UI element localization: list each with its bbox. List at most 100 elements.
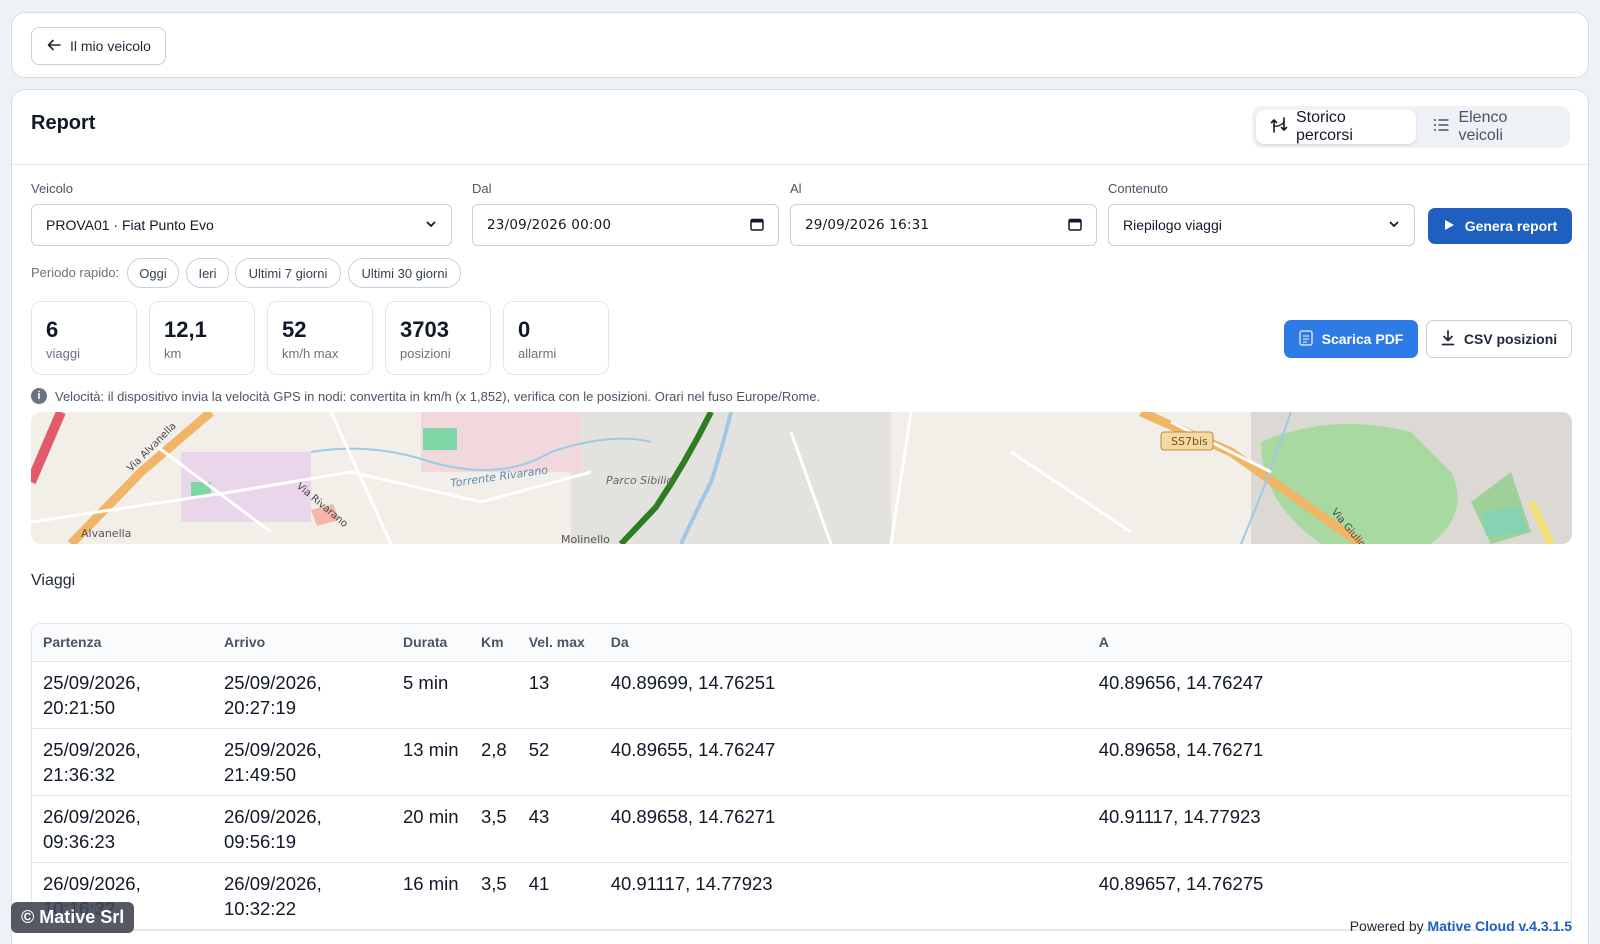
route-map[interactable]: SS7bis Torrente Rivarano Parco Sibilio A…: [31, 412, 1572, 544]
cell-arrivo: 26/09/2026, 10:32:22: [213, 862, 392, 930]
map-label: Parco Sibilio: [606, 474, 673, 487]
cell-km: 2,8: [470, 728, 518, 796]
download-pdf-label: Scarica PDF: [1321, 331, 1404, 347]
stat-value: 0: [518, 317, 531, 342]
stat-km: 12,1 km: [149, 301, 255, 375]
top-bar: Il mio veicolo: [11, 12, 1589, 78]
cell-a: 40.89658, 14.76271: [1087, 728, 1571, 796]
trips-table-body: 25/09/2026, 20:21:50 25/09/2026, 20:27:19…: [32, 661, 1571, 930]
from-date-input[interactable]: 23/09/2026 00:00: [472, 204, 779, 246]
play-icon: [1443, 218, 1455, 234]
table-row[interactable]: 25/09/2026, 20:21:50 25/09/2026, 20:27:19…: [32, 661, 1571, 729]
tab-elenco-veicoli[interactable]: Elenco veicoli: [1418, 109, 1566, 144]
copyright-badge: © Mative Srl: [11, 902, 135, 933]
generate-report-label: Genera report: [1464, 218, 1558, 234]
column-header[interactable]: Durata: [392, 624, 470, 662]
cell-vel: 43: [517, 795, 600, 863]
tab-storico-percorsi[interactable]: Storico percorsi: [1256, 109, 1417, 144]
quick-period-ieri[interactable]: Ieri: [186, 258, 229, 288]
to-date-input[interactable]: 29/09/2026 16:31: [790, 204, 1097, 246]
stat-label: km/h max: [282, 346, 339, 361]
content-label: Contenuto: [1108, 181, 1168, 196]
column-header[interactable]: Km: [470, 624, 518, 662]
cell-da: 40.89658, 14.76271: [599, 795, 1088, 863]
content-select[interactable]: Riepilogo viaggi: [1108, 204, 1415, 246]
stat-viaggi: 6 viaggi: [31, 301, 137, 375]
column-header[interactable]: A: [1087, 624, 1571, 662]
route-icon: [1270, 116, 1288, 139]
csv-positions-button[interactable]: CSV posizioni: [1426, 320, 1572, 358]
column-header[interactable]: Vel. max: [517, 624, 600, 662]
stat-value: 3703: [400, 317, 449, 342]
cell-arrivo: 26/09/2026, 09:56:19: [213, 795, 392, 863]
powered-by: Powered by Mative Cloud v.4.3.1.5: [1350, 918, 1572, 934]
cell-km: [470, 661, 518, 729]
column-header[interactable]: Da: [599, 624, 1088, 662]
stat-posizioni: 3703 posizioni: [385, 301, 491, 375]
cell-vel: 52: [517, 728, 600, 796]
cell-durata: 13 min: [392, 728, 470, 796]
cell-km: 3,5: [470, 862, 518, 930]
report-header: Report Storico percorsi Elenco veicoli: [12, 90, 1588, 165]
cell-vel: 41: [517, 862, 600, 930]
cell-vel: 13: [517, 661, 600, 729]
cell-da: 40.89699, 14.76251: [599, 661, 1088, 729]
stat-label: allarmi: [518, 346, 557, 361]
powered-by-brand[interactable]: Mative Cloud v.4.3.1.5: [1427, 918, 1572, 934]
tab-elenco-veicoli-label: Elenco veicoli: [1458, 109, 1508, 144]
stat-label: posizioni: [400, 346, 451, 361]
report-card: Report Storico percorsi Elenco veicoli V…: [11, 89, 1589, 944]
cell-partenza: 25/09/2026, 21:36:32: [32, 728, 213, 796]
list-icon: [1432, 116, 1450, 139]
stat-value: 52: [282, 317, 307, 342]
stat-vel-max: 52 km/h max: [267, 301, 373, 375]
trips-table: Partenza Arrivo Durata Km Vel. max Da A …: [31, 623, 1572, 931]
download-pdf-button[interactable]: Scarica PDF: [1284, 320, 1418, 358]
cell-partenza: 26/09/2026, 09:36:23: [32, 795, 213, 863]
map-canvas: SS7bis Torrente Rivarano Parco Sibilio A…: [31, 412, 1572, 544]
pdf-file-icon: [1298, 329, 1313, 349]
cell-durata: 5 min: [392, 661, 470, 729]
to-label: Al: [790, 181, 802, 196]
generate-report-button[interactable]: Genera report: [1428, 208, 1572, 244]
powered-by-prefix: Powered by: [1349, 918, 1424, 934]
table-row[interactable]: 26/09/2026, 09:36:23 26/09/2026, 09:56:19…: [32, 795, 1571, 863]
table-row[interactable]: 25/09/2026, 21:36:32 25/09/2026, 21:49:50…: [32, 728, 1571, 796]
content-select-value: Riepilogo viaggi: [1123, 217, 1222, 233]
table-header-row: Partenza Arrivo Durata Km Vel. max Da A: [32, 624, 1571, 662]
cell-durata: 16 min: [392, 862, 470, 930]
vehicle-label: Veicolo: [31, 181, 73, 196]
cell-km: 3,5: [470, 795, 518, 863]
quick-period-30-giorni[interactable]: Ultimi 30 giorni: [348, 258, 461, 288]
quick-period-oggi[interactable]: Oggi: [127, 258, 179, 288]
column-header[interactable]: Arrivo: [213, 624, 392, 662]
speed-note-text: Velocità: il dispositivo invia la veloci…: [55, 388, 821, 404]
from-label: Dal: [472, 181, 492, 196]
view-switcher: Storico percorsi Elenco veicoli: [1252, 106, 1570, 148]
stat-value: 6: [46, 317, 59, 342]
cell-a: 40.89657, 14.76275: [1087, 862, 1571, 930]
table-row[interactable]: 26/09/2026, 10:16:3226/09/2026, 10:32:22…: [32, 862, 1571, 930]
quick-period-label: Periodo rapido:: [31, 265, 120, 280]
from-date-value: 23/09/2026 00:00: [487, 217, 612, 233]
map-label: Alvanella: [81, 527, 131, 540]
cell-arrivo: 25/09/2026, 20:27:19: [213, 661, 392, 729]
calendar-icon: [750, 217, 764, 234]
cell-durata: 20 min: [392, 795, 470, 863]
tab-storico-percorsi-label: Storico percorsi: [1296, 109, 1353, 144]
stat-value: 12,1: [164, 317, 207, 342]
back-button[interactable]: Il mio veicolo: [31, 27, 166, 65]
calendar-icon: [1068, 217, 1082, 234]
vehicle-select[interactable]: PROVA01 · Fiat Punto Evo: [31, 204, 452, 246]
vehicle-select-value: PROVA01 · Fiat Punto Evo: [46, 217, 214, 233]
stat-allarmi: 0 allarmi: [503, 301, 609, 375]
speed-note: i Velocità: il dispositivo invia la velo…: [31, 388, 820, 404]
map-label: SS7bis: [1171, 435, 1208, 448]
quick-period-7-giorni[interactable]: Ultimi 7 giorni: [235, 258, 341, 288]
cell-da: 40.89655, 14.76247: [599, 728, 1088, 796]
page-title: Report: [31, 112, 96, 134]
trips-section-title: Viaggi: [31, 572, 76, 589]
stat-label: km: [164, 346, 182, 361]
column-header[interactable]: Partenza: [32, 624, 213, 662]
info-icon: i: [31, 388, 47, 404]
